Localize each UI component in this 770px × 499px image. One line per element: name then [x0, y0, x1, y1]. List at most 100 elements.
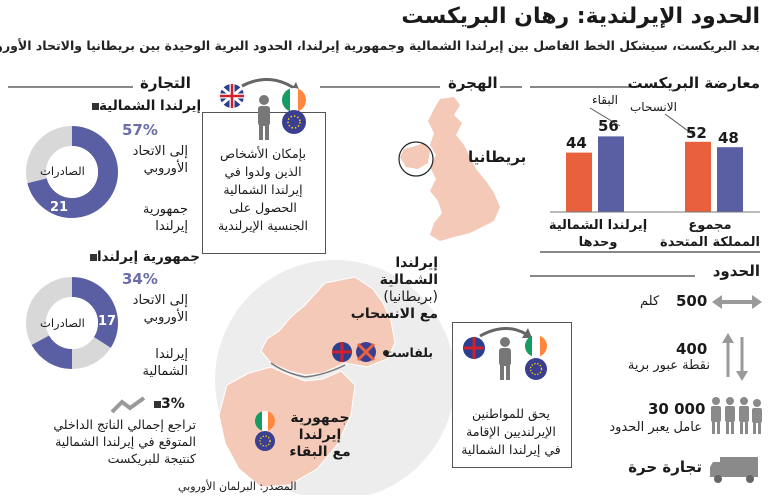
donut-roi-value-arc — [26, 277, 118, 369]
curved-arrow-icon — [241, 78, 295, 90]
gdp-line: المتوقع في إيرلندا الشمالية — [55, 434, 196, 449]
ni-label-line: (بريطانيا) — [383, 289, 438, 305]
ni-map-label: إيرلندا الشمالية (بريطانيا) مع الانسحاب — [348, 255, 438, 323]
gdp-line: كنتيجة للبريكست — [107, 451, 196, 466]
uk-flag-icon — [332, 342, 352, 362]
eu-flag-crossed-icon — [356, 342, 376, 362]
vertical-arrows-icon — [722, 333, 748, 381]
uk-flag-icon — [220, 84, 244, 108]
workers-value: 30 000 — [648, 400, 706, 418]
migration-box-1-line: إيرلندا الشمالية — [223, 182, 303, 197]
migration-box-1-line: الجنسية الإيرلندية — [217, 218, 309, 233]
horizontal-arrow-icon — [712, 295, 762, 309]
workers-icon — [711, 397, 762, 434]
trade-roi-center: الصادرات — [40, 316, 85, 330]
migration-box-2-line: الإيرلنديين الإقامة — [466, 424, 556, 439]
bullet-square-icon — [154, 400, 161, 408]
section-rule — [530, 86, 630, 88]
group-label-uk-1: مجموع — [688, 218, 732, 233]
trade-heading: التجارة — [140, 74, 191, 92]
britain-map — [398, 97, 500, 241]
section-rule — [500, 86, 522, 88]
bar-label-ni-remain: 56 — [598, 117, 619, 135]
trade-ni-to: إلى الاتحاد الأوروبي — [118, 143, 188, 177]
trade-roi-pct: 34% — [122, 270, 158, 288]
trade-roi-other-line: إيرلندا — [155, 347, 188, 362]
bullet-square-icon — [92, 102, 99, 110]
belfast-dot — [383, 350, 389, 356]
bar-ni-remain — [598, 136, 624, 212]
bar-label-uk-leave: 52 — [686, 124, 707, 142]
trade-ni-other: جمهورية إيرلندا — [118, 201, 188, 235]
section-rule — [320, 86, 440, 88]
box2-icons — [463, 327, 547, 380]
border-line — [270, 362, 346, 378]
migration-box-2-text: يحق للمواطنين الإيرلنديين الإقامة في إير… — [454, 405, 568, 459]
trade-ni-heading: إيرلندا الشمالية — [88, 98, 201, 114]
roi-label-line: جمهورية — [290, 410, 350, 426]
legend-remain: البقاء — [592, 93, 618, 107]
trade-roi-heading-text: جمهورية إيرلندا — [97, 249, 200, 265]
migration-box-1 — [202, 112, 326, 254]
trade-ni-to-line: الأوروبي — [143, 161, 188, 176]
migration-heading: الهجرة — [448, 74, 498, 92]
trade-ni-value: 21 — [50, 200, 69, 215]
page-subtitle: بعد البريكست، سيشكل الخط الفاصل بين إيرل… — [0, 38, 760, 53]
ni-label-line: إيرلندا — [395, 255, 438, 271]
truck-icon — [710, 457, 758, 483]
down-trend-icon — [110, 396, 146, 414]
bar-uk-remain — [717, 147, 743, 212]
belfast-label: بلفاست — [384, 345, 434, 360]
source-note: المصدر: البرلمان الأوروبي — [178, 480, 297, 493]
migration-box-1-text: بإمكان الأشخاص الذين ولدوا في إيرلندا ال… — [204, 145, 322, 235]
opposition-chart — [540, 107, 760, 253]
trade-roi-other: إيرلندا الشمالية — [118, 346, 189, 380]
page-title: الحدود الإيرلندية: رهان البريكست — [401, 4, 760, 29]
gdp-pct: 3% — [150, 396, 185, 412]
migration-box-2-line: يحق للمواطنين — [471, 406, 551, 421]
roi-label-line: إيرلندا — [298, 427, 342, 443]
eu-flag-icon — [282, 110, 306, 134]
trade-roi-to: إلى الاتحاد الأوروبي — [118, 292, 188, 326]
roi-map-label: جمهورية إيرلندا مع البقاء — [280, 410, 360, 461]
bar-uk-leave — [685, 141, 711, 212]
trade-roi-to-line: إلى الاتحاد — [132, 293, 188, 308]
ni-label-line: مع الانسحاب — [350, 306, 438, 322]
migration-box-1-line: الذين ولدوا في — [224, 164, 302, 179]
trade-roi-heading: جمهورية إيرلندا — [86, 249, 200, 265]
section-rule — [8, 86, 133, 88]
group-label-ni-2: وحدها — [578, 235, 618, 250]
crossings-value: 400 — [676, 340, 708, 358]
ireland-island-map — [400, 143, 430, 169]
trade-ni-other-line: إيرلندا — [155, 219, 188, 234]
curved-arrow-icon — [479, 327, 527, 338]
workers-label: عامل يعبر الحدود — [609, 420, 702, 435]
opposition-heading: معارضة البريكست — [627, 74, 760, 92]
trade-ni-pct: 57% — [122, 121, 158, 139]
ireland-flag-icon — [525, 335, 547, 357]
legend-leave: الانسحاب — [630, 100, 677, 114]
bar-ni-leave — [566, 152, 592, 212]
bullet-square-icon — [90, 253, 97, 261]
person-icon — [499, 337, 511, 380]
trade-roi-to-line: الأوروبي — [143, 310, 188, 325]
ni-highlight-circle — [398, 141, 434, 177]
section-rule — [530, 275, 695, 277]
trade-ni-heading-text: إيرلندا الشمالية — [99, 98, 202, 114]
box1-icons — [220, 78, 306, 140]
trade-ni-other-line: جمهورية — [142, 202, 188, 217]
border-length-value: 500 — [676, 292, 708, 310]
uk-flag-icon — [463, 337, 485, 359]
crossings-label: نقطة عبور برية — [627, 358, 710, 373]
free-trade-label: تجارة حرة — [628, 458, 702, 476]
legend-leader-leave — [664, 113, 696, 137]
legend-leader-remain — [589, 107, 621, 127]
britain-label: بريطانيا — [468, 148, 527, 166]
migration-box-2-line: في إيرلندا الشمالية — [461, 442, 561, 457]
trade-roi-other-line: الشمالية — [142, 364, 189, 379]
group-label-uk-2: المملكة المتحدة — [660, 235, 760, 250]
gdp-pct-text: 3% — [161, 396, 185, 412]
roi-label-line: مع البقاء — [289, 444, 351, 460]
trade-ni-to-line: إلى الاتحاد — [132, 144, 188, 159]
ireland-flag-icon — [282, 88, 306, 112]
